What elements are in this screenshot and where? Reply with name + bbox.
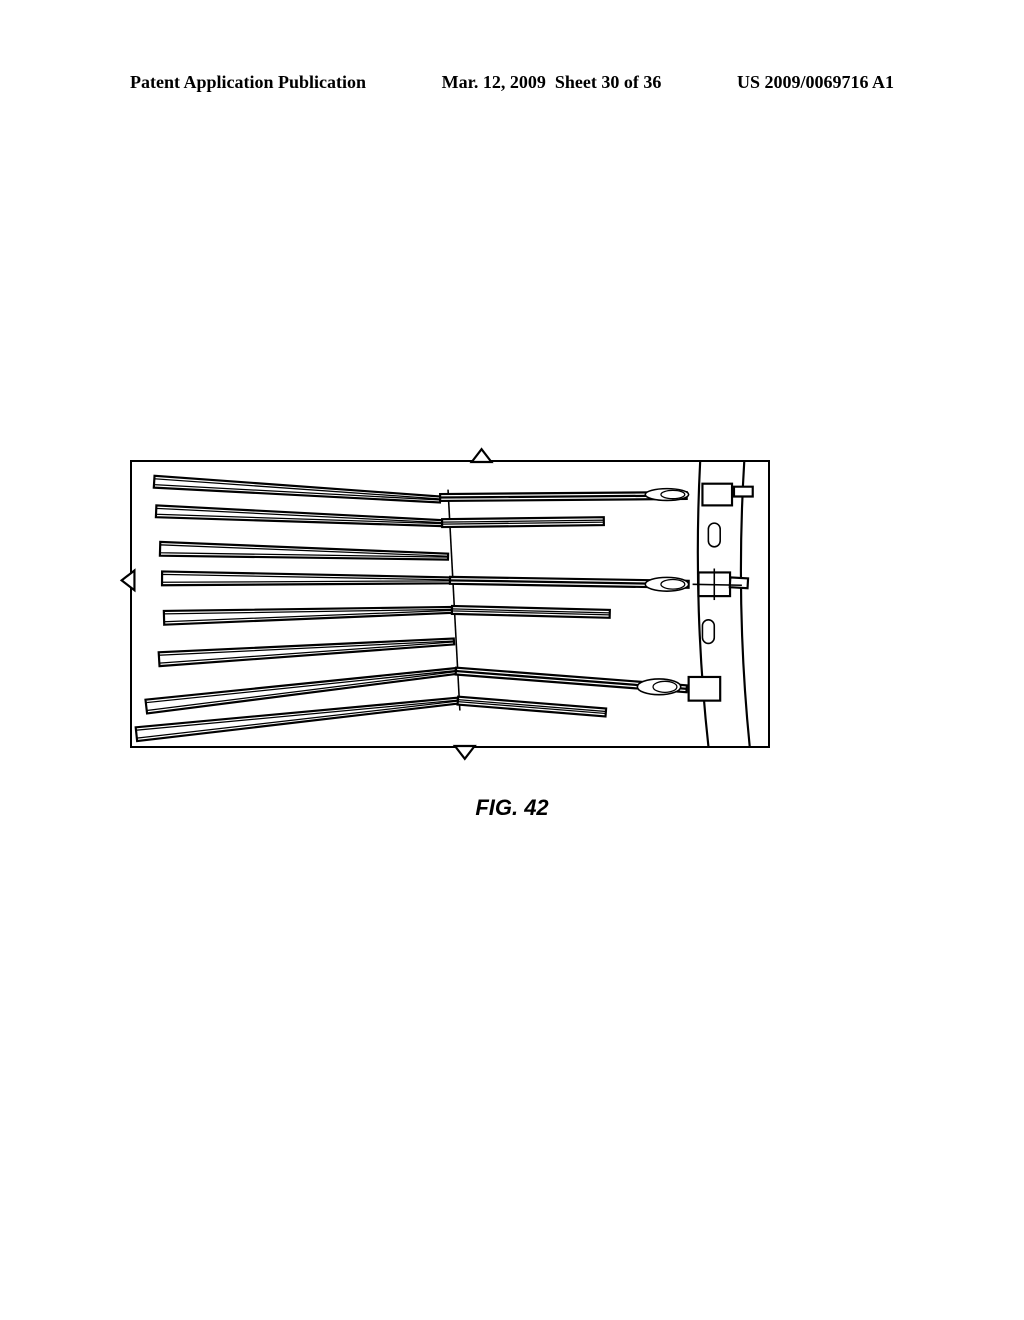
figure-frame (130, 460, 770, 748)
header-pub-type: Patent Application Publication (130, 72, 366, 93)
figure-caption: FIG. 42 (0, 795, 1024, 821)
header-sheet: Sheet 30 of 36 (555, 72, 662, 92)
page-header: Patent Application Publication Mar. 12, … (0, 72, 1024, 93)
header-pub-number: US 2009/0069716 A1 (737, 72, 894, 93)
header-date-sheet: Mar. 12, 2009 Sheet 30 of 36 (442, 72, 662, 93)
figure-42 (130, 460, 770, 748)
header-date: Mar. 12, 2009 (442, 72, 546, 92)
figure-svg (132, 462, 768, 746)
